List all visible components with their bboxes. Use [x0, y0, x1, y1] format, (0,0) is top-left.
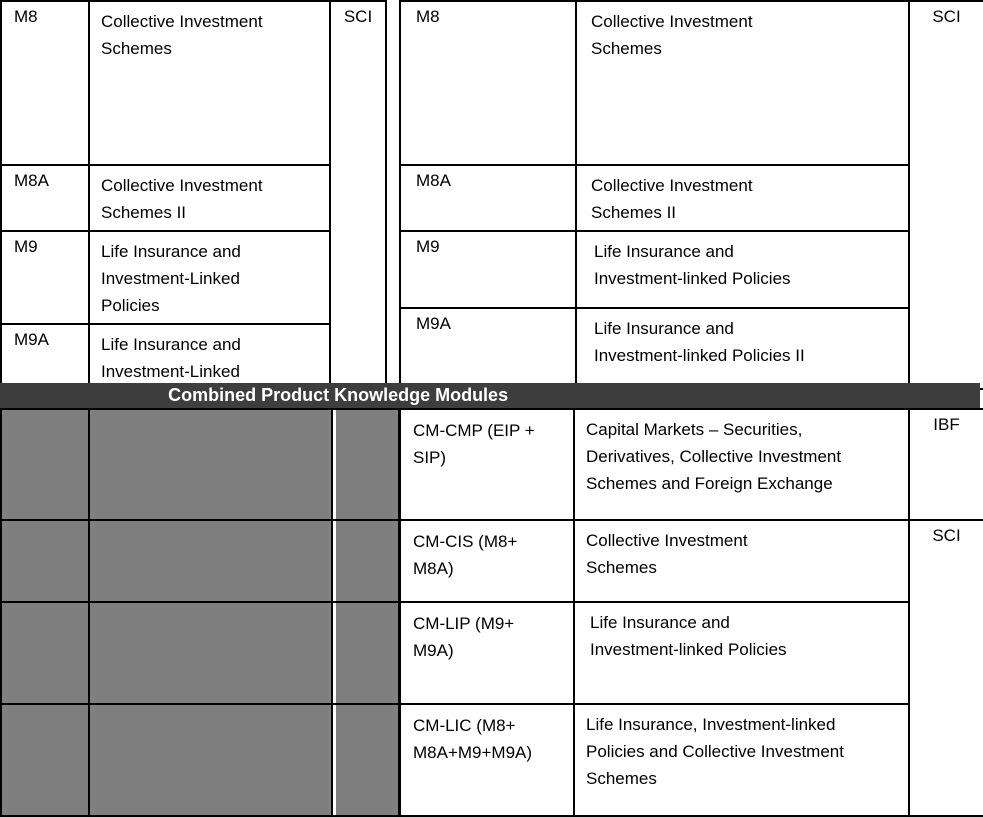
combined-code-cell: CM-CIS (M8+ M8A) — [399, 519, 575, 603]
module-code-cell: M8 — [399, 0, 577, 166]
empty-cell — [331, 519, 400, 603]
empty-cell — [0, 408, 90, 521]
module-desc-cell: Life Insurance and Investment-Linked Pol… — [88, 230, 331, 325]
module-code-cell: M8A — [0, 164, 90, 232]
module-desc-cell: Collective Investment Schemes — [575, 0, 910, 166]
module-desc-cell: Collective Investment Schemes II — [575, 164, 910, 232]
empty-cell — [0, 601, 90, 705]
exam-body-cell: SCI — [908, 0, 983, 390]
section-header-bar: Combined Product Knowledge Modules — [0, 383, 980, 408]
combined-modules-table: CM-CMP (EIP + SIP) Capital Markets – Sec… — [399, 408, 983, 817]
empty-cell — [88, 408, 333, 521]
shaded-empty-table — [0, 408, 400, 817]
module-code-cell: M8A — [399, 164, 577, 232]
module-code-cell: M9 — [399, 230, 577, 309]
exam-body-cell: IBF — [908, 408, 983, 521]
top-left-module-table: M8 Collective Investment Schemes SCI M8A… — [0, 0, 387, 418]
empty-cell — [331, 408, 400, 521]
module-code-cell: M9 — [0, 230, 90, 325]
module-desc-cell: Collective Investment Schemes — [88, 0, 331, 166]
combined-desc-cell: Life Insurance and Investment-linked Pol… — [573, 601, 910, 705]
empty-cell — [331, 601, 400, 705]
empty-cell — [88, 703, 333, 817]
module-code-cell: M8 — [0, 0, 90, 166]
empty-cell — [88, 601, 333, 705]
combined-desc-cell: Capital Markets – Securities, Derivative… — [573, 408, 910, 521]
section-header-title: Combined Product Knowledge Modules — [168, 385, 509, 405]
module-code-cell: M9A — [399, 307, 577, 390]
empty-cell — [0, 519, 90, 603]
module-desc-cell: Life Insurance and Investment-linked Pol… — [575, 230, 910, 309]
combined-code-cell: CM-CMP (EIP + SIP) — [399, 408, 575, 521]
combined-desc-cell: Life Insurance, Investment-linked Polici… — [573, 703, 910, 817]
exam-body-cell: SCI — [329, 0, 387, 418]
empty-cell — [88, 519, 333, 603]
module-desc-cell: Collective Investment Schemes II — [88, 164, 331, 232]
empty-cell — [331, 703, 400, 817]
module-desc-cell: Life Insurance and Investment-linked Pol… — [575, 307, 910, 390]
combined-code-cell: CM-LIC (M8+ M8A+M9+M9A) — [399, 703, 575, 817]
combined-desc-cell: Collective Investment Schemes — [573, 519, 910, 603]
top-right-module-table: M8 Collective Investment Schemes SCI M8A… — [399, 0, 983, 390]
empty-cell — [0, 703, 90, 817]
combined-code-cell: CM-LIP (M9+ M9A) — [399, 601, 575, 705]
exam-body-cell: SCI — [908, 519, 983, 817]
